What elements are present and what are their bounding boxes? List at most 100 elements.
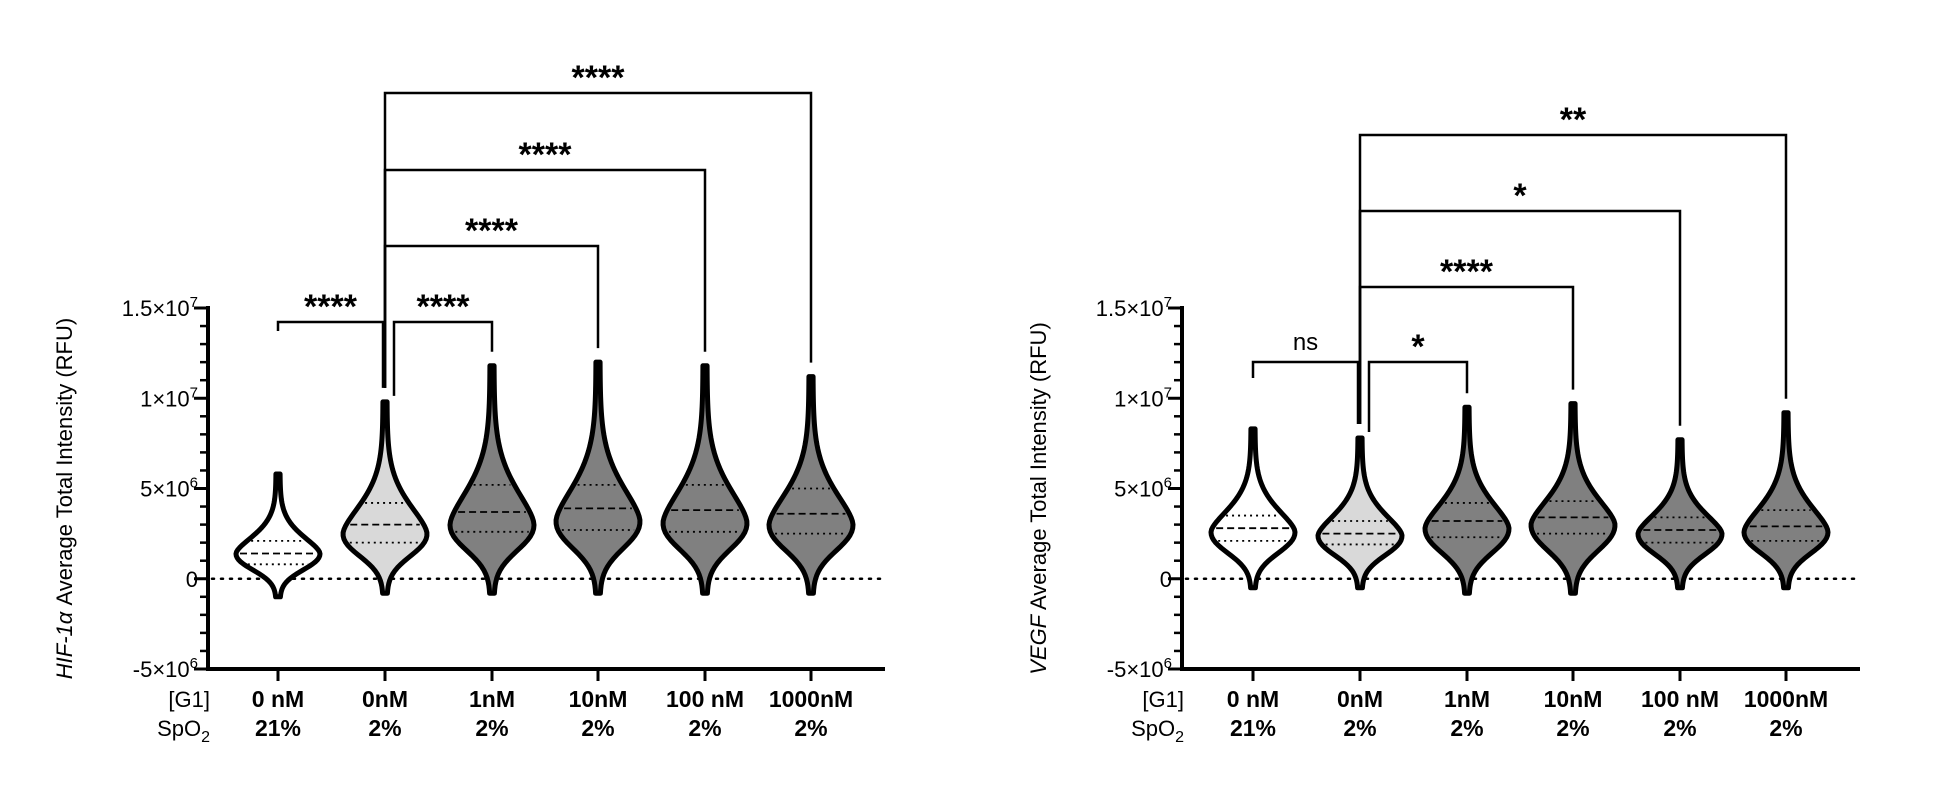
significance-label: **** (465, 212, 519, 250)
y-tick-label-base: -5×10 (1107, 657, 1164, 682)
violin-6 (1741, 410, 1831, 591)
y-tick-label-exp: 6 (1164, 655, 1172, 672)
significance-label: **** (304, 288, 358, 326)
y-tick-label: 1.5×107 (122, 294, 198, 321)
x-tick-label-conc: 1000nM (1744, 686, 1828, 712)
y-tick-label-base: 1×10 (1114, 386, 1164, 411)
row-label-spo2: SpO2 (157, 716, 210, 746)
y-tick-label-base: 1.5×10 (1096, 296, 1164, 321)
y-tick-label-exp: 7 (1164, 294, 1172, 311)
comparison-bracket (1367, 360, 1469, 432)
y-axis-label-italic: HIF-1α (52, 610, 77, 679)
y-tick-label: 0 (186, 567, 198, 592)
row-label-spo2-subscript: 2 (1175, 729, 1184, 746)
x-tick-label-conc: 0 nM (1227, 686, 1279, 712)
x-tick-label-conc: 0nM (1337, 686, 1383, 712)
x-tick-label-conc: 10nM (569, 686, 628, 712)
x-tick-label-conc: 10nM (1544, 686, 1603, 712)
x-tick-label-conc: 0 nM (252, 686, 304, 712)
x-tick-label-spo2: 21% (255, 715, 301, 741)
y-tick-label-base: 0 (1160, 567, 1172, 592)
x-tick-label-spo2: 2% (475, 715, 508, 741)
y-tick-label: 5×106 (1114, 475, 1172, 502)
violin-3 (1422, 404, 1512, 596)
violin-4 (553, 359, 643, 596)
significance-label: * (1411, 328, 1425, 366)
significance-label: **** (1440, 253, 1494, 291)
row-label-g1: [G1] (1142, 687, 1184, 712)
violin-6 (766, 374, 856, 596)
y-tick-label-base: 5×10 (140, 477, 190, 502)
significance-label: **** (519, 136, 573, 174)
row-label-spo2-base: SpO (157, 716, 201, 741)
violin-1 (1208, 426, 1298, 591)
x-tick-label-spo2: 2% (581, 715, 614, 741)
x-tick-label-spo2: 2% (1343, 715, 1376, 741)
y-tick-label-exp: 7 (190, 384, 198, 401)
row-label-spo2-base: SpO (1131, 716, 1175, 741)
significance-label: * (1513, 177, 1527, 215)
x-tick-label-conc: 100 nM (666, 686, 744, 712)
significance-label: ** (1560, 101, 1587, 139)
y-tick-label-base: 0 (186, 567, 198, 592)
violin-4 (1528, 401, 1618, 596)
y-tick-label-exp: 7 (1164, 384, 1172, 401)
y-tick-label: 0 (1160, 567, 1172, 592)
x-tick-label-conc: 1nM (1444, 686, 1490, 712)
row-label-spo2: SpO2 (1131, 716, 1184, 746)
y-tick-label-exp: 6 (190, 475, 198, 492)
significance-label: **** (572, 59, 626, 97)
y-axis-label-italic: VEGF (1026, 613, 1051, 674)
y-axis-label-rest: Average Total Intensity (RFU) (1026, 322, 1051, 615)
x-tick-label-spo2: 2% (368, 715, 401, 741)
violin-5 (660, 363, 750, 596)
violin-1 (233, 471, 323, 600)
y-tick-label: 1.5×107 (1096, 294, 1172, 321)
violin-5 (1635, 437, 1725, 591)
y-tick-label: -5×106 (1107, 655, 1172, 682)
y-axis-label: VEGF Average Total Intensity (RFU) (1026, 322, 1051, 675)
row-label-spo2-subscript: 2 (201, 729, 210, 746)
significance-label: **** (417, 288, 471, 326)
x-tick-label-conc: 0nM (362, 686, 408, 712)
x-tick-label-spo2: 21% (1230, 715, 1276, 741)
y-tick-label-base: 1×10 (140, 386, 190, 411)
y-tick-label: 1×107 (1114, 384, 1172, 411)
x-tick-label-spo2: 2% (688, 715, 721, 741)
y-tick-label-exp: 6 (190, 655, 198, 672)
x-tick-label-conc: 1000nM (769, 686, 853, 712)
violin-2 (1315, 435, 1405, 591)
comparison-bracket (1358, 133, 1788, 424)
x-tick-label-spo2: 2% (1450, 715, 1483, 741)
y-tick-label-base: 1.5×10 (122, 296, 190, 321)
y-tick-label-base: -5×10 (133, 657, 190, 682)
comparison-bracket (383, 91, 813, 388)
y-axis-label: HIF-1α Average Total Intensity (RFU) (52, 318, 77, 679)
y-tick-label-exp: 7 (190, 294, 198, 311)
significance-label: ns (1293, 329, 1318, 356)
x-tick-label-conc: 100 nM (1641, 686, 1719, 712)
comparison-bracket (383, 168, 707, 388)
x-tick-label-spo2: 2% (1769, 715, 1802, 741)
x-tick-label-spo2: 2% (1556, 715, 1589, 741)
y-tick-label-exp: 6 (1164, 475, 1172, 492)
comparison-bracket (276, 320, 385, 388)
violin-2 (340, 399, 430, 596)
comparison-bracket (1358, 209, 1682, 426)
y-axis-label-rest: Average Total Intensity (RFU) (52, 318, 77, 612)
comparison-bracket (1251, 360, 1360, 424)
y-tick-label-base: 5×10 (1114, 477, 1164, 502)
x-tick-label-spo2: 2% (794, 715, 827, 741)
comparison-bracket (392, 320, 494, 396)
row-label-g1: [G1] (168, 687, 210, 712)
y-tick-label: -5×106 (133, 655, 198, 682)
x-tick-label-conc: 1nM (469, 686, 515, 712)
y-tick-label: 5×106 (140, 475, 198, 502)
comparison-bracket (1358, 285, 1575, 424)
x-tick-label-spo2: 2% (1663, 715, 1696, 741)
violin-3 (447, 363, 537, 596)
